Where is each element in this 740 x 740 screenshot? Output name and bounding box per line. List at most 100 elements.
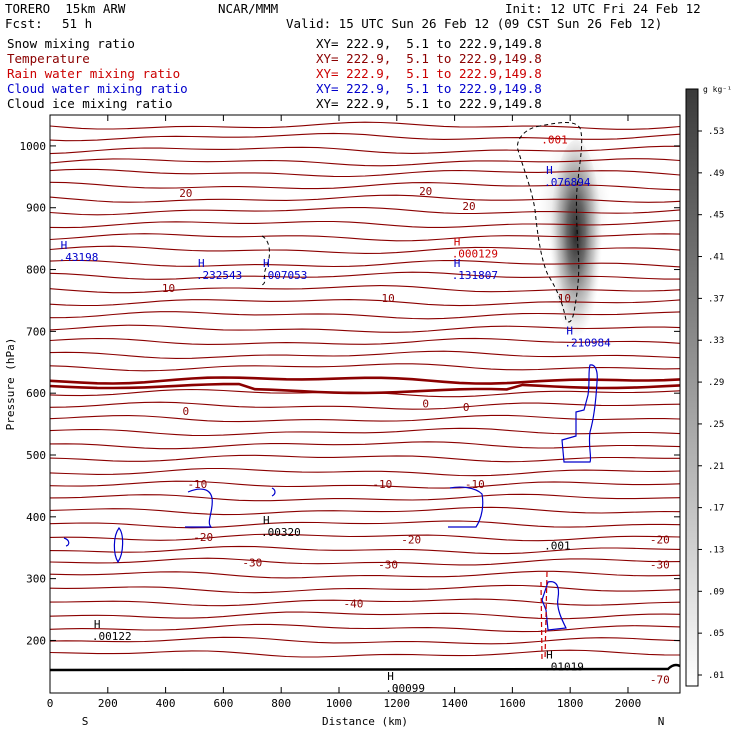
extremum-marker: H: [263, 514, 270, 527]
legend-cloud-ice-label: Cloud ice mixing ratio: [7, 96, 173, 111]
isotherm-line: [49, 337, 681, 345]
isotherm-line: [49, 401, 681, 410]
extremum-value: .076894: [544, 176, 591, 189]
isotherm-line: [49, 168, 681, 178]
cloud-ice-contours: [261, 122, 583, 323]
extremum-value: .131807: [452, 269, 498, 282]
isotherm-line: [49, 194, 681, 203]
temperature-label: 20: [462, 200, 475, 213]
extremum-marker: H: [94, 618, 101, 631]
isotherm-line: [49, 158, 681, 167]
isotherm-line: [49, 520, 681, 529]
x-tick-label: 1000: [326, 697, 353, 710]
extremum-value: .01019: [544, 660, 584, 673]
ground-surface-line: [49, 663, 681, 672]
extremum-marker: H: [61, 239, 68, 252]
y-tick-label: 600: [26, 387, 46, 400]
isotherm-line: [49, 557, 681, 566]
legend-cloud-ice-xy: XY= 222.9, 5.1 to 222.9,149.8: [316, 96, 542, 111]
extremum-marker: H: [454, 257, 461, 270]
y-tick-label: 1000: [20, 140, 47, 153]
colorbar-tick-label: .37: [708, 294, 724, 304]
temperature-label: -30: [650, 558, 670, 571]
colorbar: g kg⁻¹ .53 .49 .45 .41 .37 .33 .29 .25 .21 .17 .13…: [685, 85, 732, 687]
contour-labels: -70-40-30 -30 -30-20 -20 -20-10 -10 -1000 01010…: [59, 134, 670, 695]
x-tick-label: 800: [271, 697, 291, 710]
temperature-label: 0: [183, 405, 190, 418]
temperature-label: -10: [187, 478, 207, 491]
rain-contour-1: [540, 581, 543, 661]
extremum-value: .210984: [564, 336, 611, 349]
isotherm-line: [49, 311, 681, 320]
cloud-water-contours: [63, 364, 598, 631]
extremum-value: .00122: [92, 630, 132, 643]
legend-temperature-xy: XY= 222.9, 5.1 to 222.9,149.8: [316, 51, 542, 66]
extremum-marker: H: [387, 670, 394, 683]
temperature-label: -10: [372, 478, 392, 491]
colorbar-tick-label: .09: [708, 587, 724, 597]
colorbar-tick-label: .13: [708, 545, 724, 555]
isotherm-line: [49, 245, 681, 254]
extremum-marker: H: [198, 257, 205, 270]
x-axis-title: Distance (km): [322, 715, 408, 728]
isotherm-line: [49, 181, 681, 191]
temperature-label: -30: [378, 558, 398, 571]
cloud-water-contour-1: [185, 488, 213, 528]
temperature-label: -40: [344, 597, 364, 610]
colorbar-tick-label: .33: [708, 336, 724, 346]
colorbar-tick-label: .29: [708, 378, 724, 388]
x-tick-label: 2000: [615, 697, 642, 710]
isotherm-line: [49, 259, 681, 268]
temperature-label: -20: [193, 531, 213, 544]
y-tick-label: 200: [26, 634, 46, 647]
isotherm-line: [49, 493, 681, 502]
isotherm-line: [49, 207, 681, 216]
isotherm-line: [49, 454, 680, 463]
isotherm-line: [49, 376, 681, 385]
temperature-label: -70: [650, 673, 670, 686]
isotherm-line: [49, 584, 681, 594]
rain-contours: [540, 571, 548, 661]
extremum-value: .007053: [261, 269, 307, 282]
ice-contour-main: [516, 122, 583, 323]
y-tick-label: 300: [26, 573, 46, 586]
colorbar-tick-label: .45: [708, 211, 724, 221]
legend-snow-xy: XY= 222.9, 5.1 to 222.9,149.8: [316, 36, 542, 51]
colorbar-tick-label: .17: [708, 504, 724, 514]
colorbar-tick-label: .41: [708, 253, 724, 263]
cloud-water-contour-7: [541, 581, 567, 631]
model-title: TORERO 15km ARW: [5, 1, 126, 16]
snow-shade-core: [550, 140, 602, 350]
rain-contour-2: [544, 571, 548, 661]
isotherm-line: [49, 598, 681, 607]
south-label: S: [82, 715, 89, 728]
axes: 0 200 400 600 800 1000 1200 1400 1600 1800 2000200…: [4, 114, 681, 728]
legend-rain-xy: XY= 222.9, 5.1 to 222.9,149.8: [316, 66, 542, 81]
extremum-value: .43198: [59, 251, 99, 264]
x-tick-label: 200: [98, 697, 118, 710]
isotherm-line: [49, 427, 681, 437]
cloud-water-contour-5: [63, 537, 70, 547]
legend-cloud-water-xy: XY= 222.9, 5.1 to 222.9,149.8: [316, 81, 542, 96]
temperature-label: 10: [162, 282, 175, 295]
extremum-marker: H: [454, 235, 461, 248]
extremum-marker: H: [263, 257, 270, 270]
x-tick-label: 0: [47, 697, 54, 710]
isotherm-line: [49, 545, 681, 555]
colorbar-tick-label: .25: [708, 420, 724, 430]
temperature-label: -20: [650, 534, 670, 547]
x-tick-label: 600: [213, 697, 233, 710]
colorbar-tick-label: .53: [708, 127, 724, 137]
forecast-label: Fcst:: [5, 16, 43, 31]
extremum-marker: H: [546, 164, 553, 177]
colorbar-tick-label: .01: [708, 671, 724, 681]
x-tick-label: 1200: [384, 697, 411, 710]
extremum-value: .001: [544, 540, 571, 553]
colorbar-tick-label: .05: [708, 629, 724, 639]
extremum-value: .00099: [385, 682, 425, 695]
temperature-label: 20: [419, 185, 432, 198]
y-tick-label: 900: [26, 202, 46, 215]
temperature-label: -10: [465, 478, 485, 491]
legend-cloud-water-label: Cloud water mixing ratio: [7, 81, 188, 96]
temperature-label: 10: [381, 292, 394, 305]
